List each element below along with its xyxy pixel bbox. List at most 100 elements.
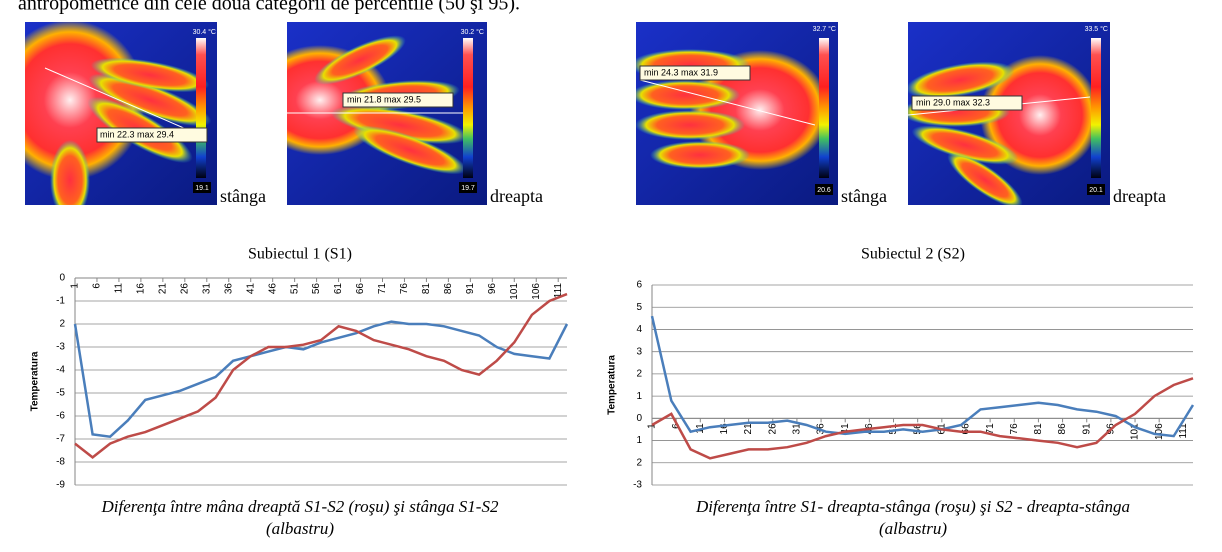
x-tick-label: 81 [421,283,432,295]
measurement-box [911,95,1023,111]
x-tick-label: 111 [553,283,564,299]
measurement: min 22.3 max 29.4 [100,129,174,139]
x-tick-label: 6 [671,423,682,429]
scale-max: 30.2 °C [461,28,484,36]
scale-max: 30.4 °C [193,28,216,36]
x-tick-label: 56 [311,283,322,295]
y-tick-label: -6 [56,411,65,422]
scale-min: 19.7 [461,185,475,192]
x-tick-label: 21 [157,283,168,295]
y-tick-label: -5 [56,388,65,399]
x-tick-label: 101 [1130,423,1141,440]
x-tick-label: 91 [1081,423,1092,435]
scale-max: 32.7 °C [813,25,836,33]
thermal-image [908,22,1110,205]
x-tick-label: 46 [267,283,278,295]
measurement-box [639,65,751,81]
y-tick-label: -8 [56,457,65,468]
x-tick-label: 61 [333,283,344,295]
chart-title: Subiectul 1 (S1) [248,246,352,263]
x-tick-label: 66 [355,283,366,295]
x-tick-label: 86 [1057,423,1068,435]
x-tick-label: 76 [399,283,410,295]
side-label: stânga [841,186,887,206]
scale-min: 20.1 [1089,187,1103,194]
x-tick-label: 101 [509,283,520,300]
x-tick-label: 31 [201,283,212,295]
y-tick-label: -1 [56,296,65,307]
y-tick-label: 6 [636,280,642,291]
x-tick-label: 11 [114,283,125,294]
scale-min: 19.1 [195,185,209,192]
x-tick-label: 1 [647,423,658,429]
scale-min-box [459,182,477,193]
measurement: min 29.0 max 32.3 [916,97,990,107]
measurement: min 21.8 max 29.5 [347,94,421,104]
chart-title: Subiectul 2 (S2) [861,246,965,263]
x-tick-label: 31 [792,423,803,435]
y-tick-label: -9 [56,480,65,491]
y-tick-label: 4 [636,324,642,335]
data-line [650,315,1195,438]
x-tick-label: 76 [1009,423,1020,435]
x-tick-label: 16 [719,423,730,435]
thermal-image [287,22,487,205]
y-axis-label: Temperatura [30,351,41,411]
data-line [651,377,1194,460]
x-tick-label: 41 [840,423,851,435]
side-label: dreapta [490,186,543,206]
x-tick-label: 91 [465,283,476,295]
scale-min-box [815,184,833,195]
x-tick-label: 106 [531,283,542,300]
x-tick-label: 106 [1154,423,1165,440]
x-tick-label: 36 [816,423,827,435]
y-tick-label: -7 [56,434,65,445]
y-tick-label: 1 [636,435,642,446]
x-tick-label: 96 [487,283,498,295]
x-tick-label: 81 [1033,423,1044,435]
measurement: min 24.3 max 31.9 [644,67,718,77]
y-tick-label: 2 [636,457,642,468]
caption: (albastru) [266,519,334,538]
side-label: dreapta [1113,186,1166,206]
scale-min: 20.6 [817,187,831,194]
header-text: antropometrice din cele două categorii d… [18,0,520,15]
thermal-image [25,22,217,205]
x-tick-label: 16 [136,283,147,295]
x-tick-label: 86 [443,283,454,295]
caption: Diferenţa între mâna dreaptă S1-S2 (roşu… [101,497,499,516]
x-tick-label: 71 [985,423,996,435]
y-tick-label: 2 [636,369,642,380]
x-tick-label: 56 [912,423,923,435]
y-tick-label: -3 [633,480,642,491]
x-tick-label: 111 [1178,423,1189,439]
data-line [73,320,569,439]
y-tick-label: 3 [636,346,642,357]
y-tick-label: 5 [636,302,642,313]
measurement-box [96,127,208,143]
scale-min-box [1087,184,1105,195]
data-line [74,292,568,459]
measurement-box [342,92,454,108]
caption: Diferenţa între S1- dreapta-stânga (roşu… [695,497,1130,516]
y-tick-label: 1 [636,391,642,402]
y-tick-label: 0 [59,273,65,284]
y-tick-label: 2 [59,319,65,330]
x-tick-label: 36 [223,283,234,295]
x-tick-label: 51 [289,283,300,295]
x-tick-label: 21 [743,423,754,435]
y-tick-label: -4 [56,365,65,376]
y-tick-label: 0 [636,413,642,424]
x-tick-label: 66 [961,423,972,435]
y-tick-label: -3 [56,342,65,353]
x-tick-label: 1 [70,283,81,289]
scale-min-box [193,182,211,193]
x-tick-label: 41 [245,283,256,295]
caption: (albastru) [879,519,947,538]
x-tick-label: 71 [377,283,388,295]
y-axis-label: Temperatura [607,355,618,415]
x-tick-label: 51 [888,423,899,435]
side-label: stânga [220,186,266,206]
